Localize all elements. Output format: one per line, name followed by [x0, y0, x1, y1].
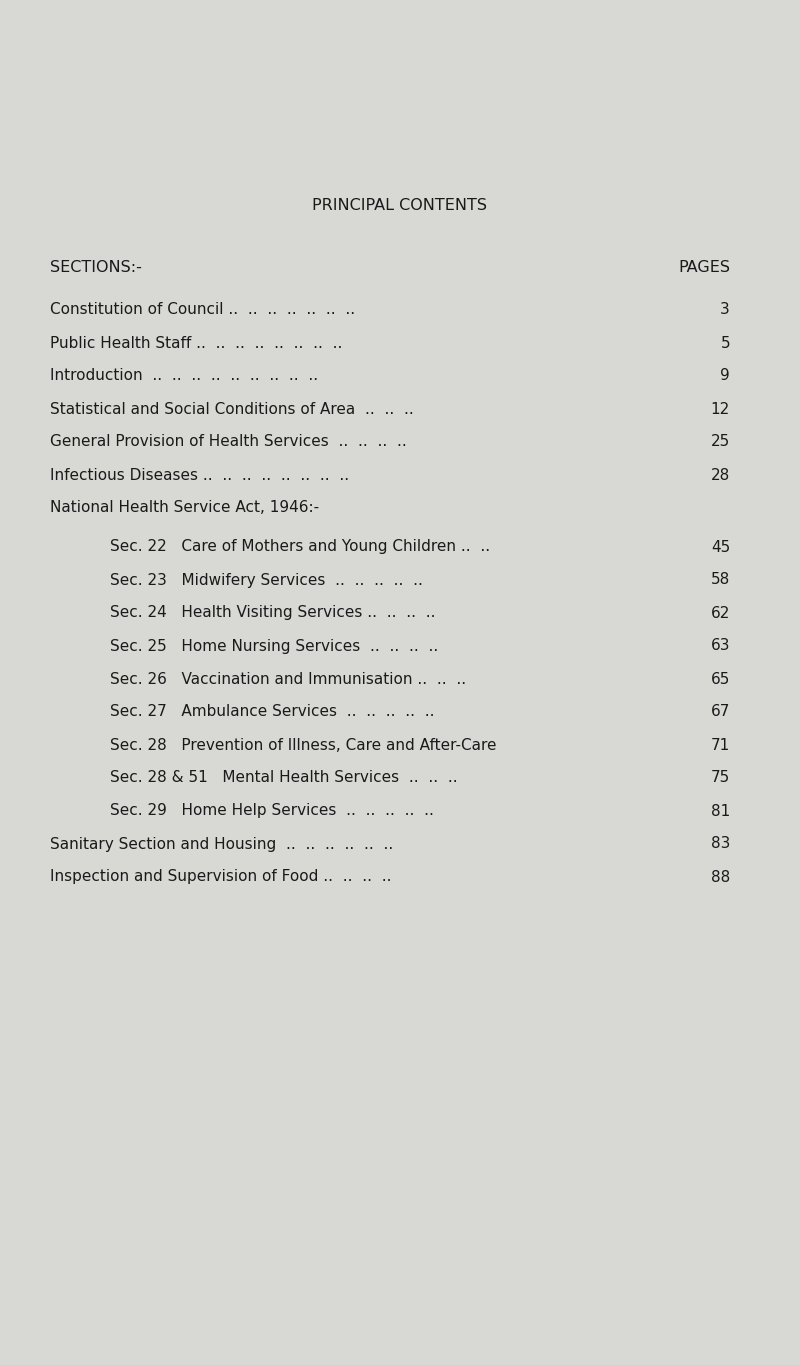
Text: Sec. 28   Prevention of Illness, Care and After-Care: Sec. 28 Prevention of Illness, Care and … [110, 737, 497, 752]
Text: 9: 9 [720, 369, 730, 384]
Text: 83: 83 [710, 837, 730, 852]
Text: Public Health Staff ..  ..  ..  ..  ..  ..  ..  ..: Public Health Staff .. .. .. .. .. .. ..… [50, 336, 342, 351]
Text: 3: 3 [720, 303, 730, 318]
Text: 63: 63 [710, 639, 730, 654]
Text: Sec. 27   Ambulance Services  ..  ..  ..  ..  ..: Sec. 27 Ambulance Services .. .. .. .. .… [110, 704, 434, 719]
Text: Sec. 29   Home Help Services  ..  ..  ..  ..  ..: Sec. 29 Home Help Services .. .. .. .. .… [110, 804, 434, 819]
Text: Sec. 28 & 51   Mental Health Services  ..  ..  ..: Sec. 28 & 51 Mental Health Services .. .… [110, 770, 458, 785]
Text: SECTIONS:-: SECTIONS:- [50, 261, 142, 276]
Text: Inspection and Supervision of Food ..  ..  ..  ..: Inspection and Supervision of Food .. ..… [50, 870, 391, 885]
Text: Sec. 25   Home Nursing Services  ..  ..  ..  ..: Sec. 25 Home Nursing Services .. .. .. .… [110, 639, 438, 654]
Text: 67: 67 [710, 704, 730, 719]
Text: 58: 58 [710, 572, 730, 587]
Text: Sec. 23   Midwifery Services  ..  ..  ..  ..  ..: Sec. 23 Midwifery Services .. .. .. .. .… [110, 572, 423, 587]
Text: 88: 88 [710, 870, 730, 885]
Text: 81: 81 [710, 804, 730, 819]
Text: Infectious Diseases ..  ..  ..  ..  ..  ..  ..  ..: Infectious Diseases .. .. .. .. .. .. ..… [50, 467, 349, 482]
Text: 25: 25 [710, 434, 730, 449]
Text: Statistical and Social Conditions of Area  ..  ..  ..: Statistical and Social Conditions of Are… [50, 401, 414, 416]
Text: Sanitary Section and Housing  ..  ..  ..  ..  ..  ..: Sanitary Section and Housing .. .. .. ..… [50, 837, 394, 852]
Text: Sec. 22   Care of Mothers and Young Children ..  ..: Sec. 22 Care of Mothers and Young Childr… [110, 539, 490, 554]
Text: 62: 62 [710, 606, 730, 621]
Text: Constitution of Council ..  ..  ..  ..  ..  ..  ..: Constitution of Council .. .. .. .. .. .… [50, 303, 355, 318]
Text: 12: 12 [710, 401, 730, 416]
Text: National Health Service Act, 1946:-: National Health Service Act, 1946:- [50, 501, 319, 516]
Text: PRINCIPAL CONTENTS: PRINCIPAL CONTENTS [313, 198, 487, 213]
Text: 75: 75 [710, 770, 730, 785]
Text: 5: 5 [720, 336, 730, 351]
Text: 45: 45 [710, 539, 730, 554]
Text: Introduction  ..  ..  ..  ..  ..  ..  ..  ..  ..: Introduction .. .. .. .. .. .. .. .. .. [50, 369, 318, 384]
Text: 71: 71 [710, 737, 730, 752]
Text: General Provision of Health Services  ..  ..  ..  ..: General Provision of Health Services .. … [50, 434, 406, 449]
Text: 28: 28 [710, 467, 730, 482]
Text: Sec. 26   Vaccination and Immunisation ..  ..  ..: Sec. 26 Vaccination and Immunisation .. … [110, 672, 466, 687]
Text: PAGES: PAGES [678, 261, 730, 276]
Text: Sec. 24   Health Visiting Services ..  ..  ..  ..: Sec. 24 Health Visiting Services .. .. .… [110, 606, 435, 621]
Text: 65: 65 [710, 672, 730, 687]
